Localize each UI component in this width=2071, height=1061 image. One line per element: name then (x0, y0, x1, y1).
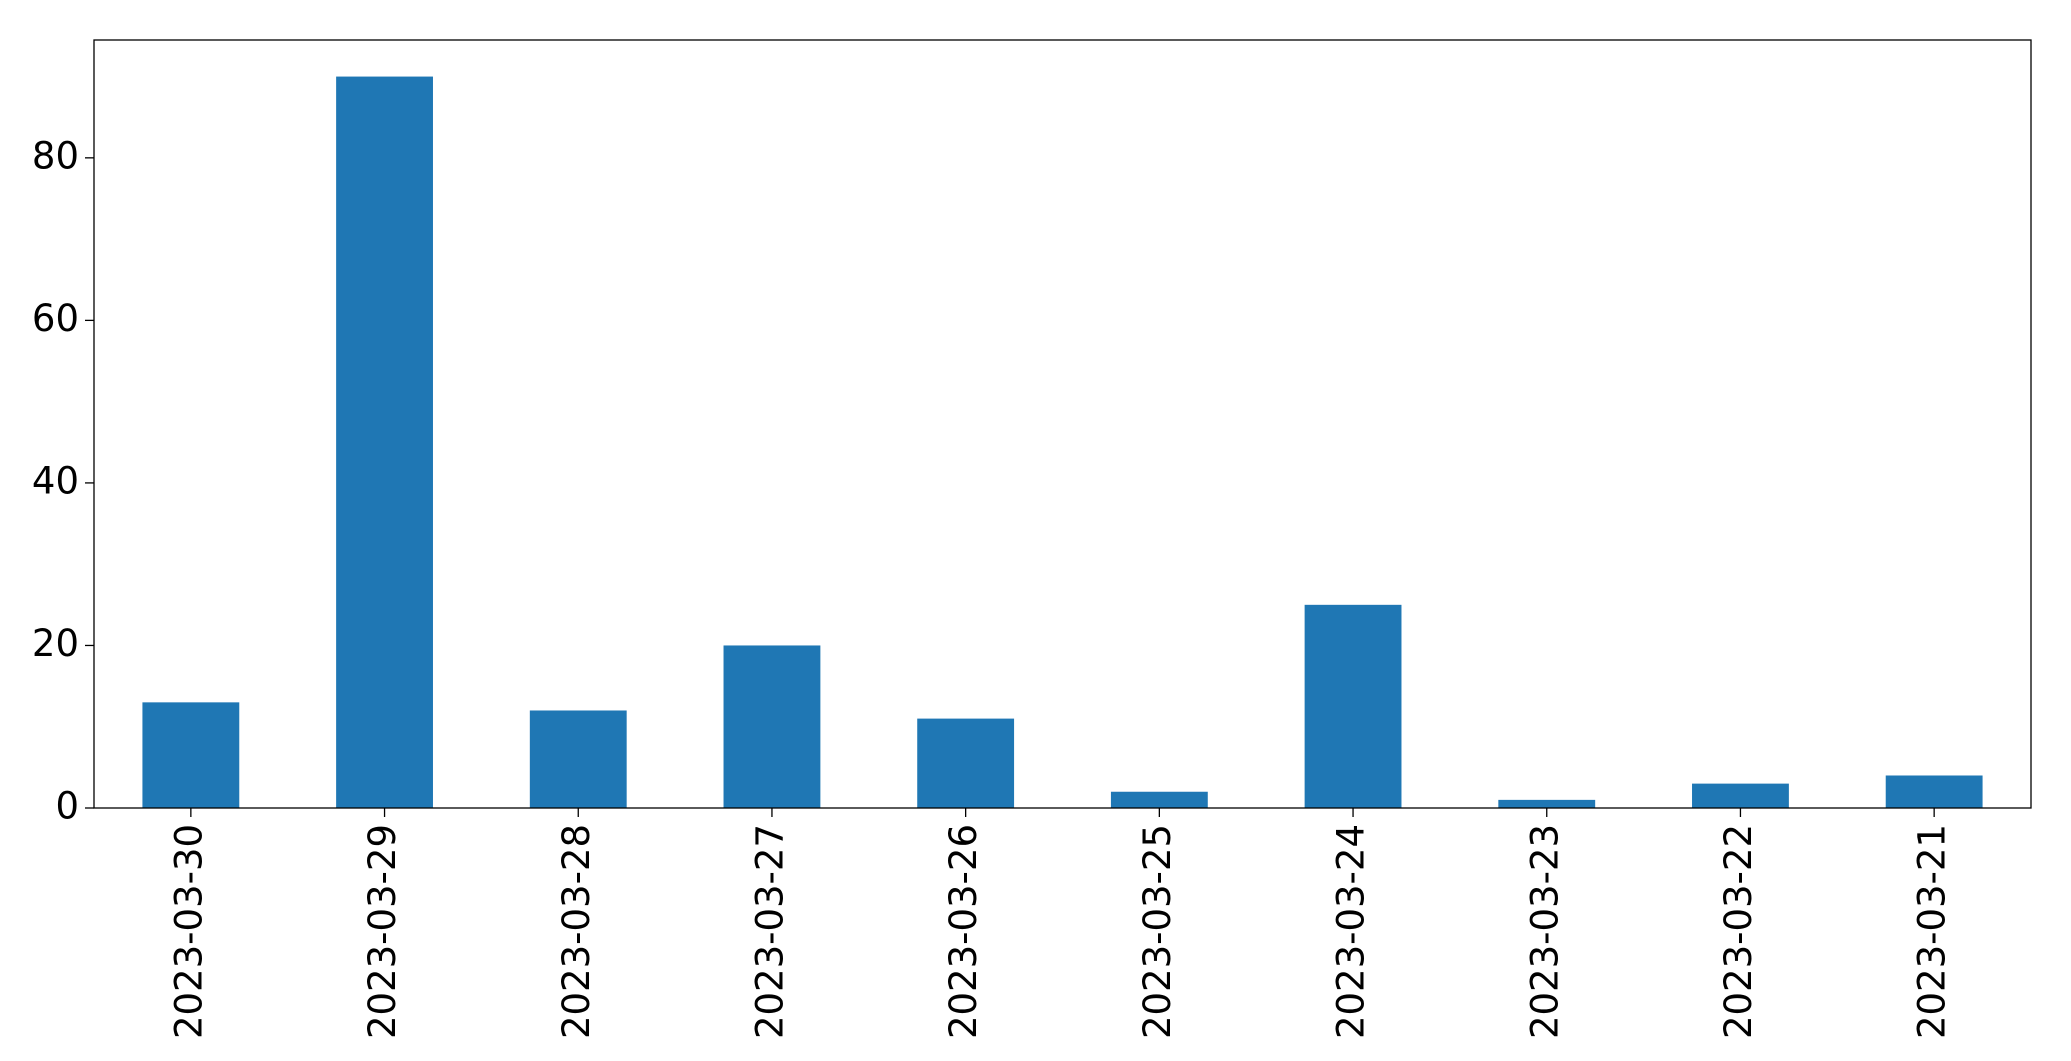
y-tick-label: 40 (32, 459, 79, 502)
bar (723, 645, 821, 808)
bar (917, 718, 1015, 808)
bar (1692, 783, 1789, 808)
bar (1110, 791, 1208, 808)
y-tick-label: 0 (55, 785, 79, 828)
plot-frame (93, 39, 2032, 809)
x-tick-label: 2023-03-30 (167, 824, 210, 1039)
x-tick-label: 2023-03-21 (1911, 824, 1954, 1039)
x-tick-label: 2023-03-23 (1523, 824, 1566, 1039)
x-tick-label: 2023-03-24 (1330, 824, 1373, 1039)
bar (1304, 604, 1402, 808)
bar (142, 702, 240, 808)
bar (1498, 799, 1596, 808)
x-tick-label: 2023-03-27 (748, 824, 791, 1039)
x-tick-label: 2023-03-22 (1717, 824, 1760, 1039)
y-tick-label: 60 (32, 297, 79, 340)
x-tick-label: 2023-03-26 (942, 824, 985, 1039)
y-tick-label: 80 (32, 134, 79, 177)
x-tick-label: 2023-03-25 (1136, 824, 1179, 1039)
y-tick-label: 20 (32, 622, 79, 665)
x-tick-label: 2023-03-29 (361, 824, 404, 1039)
bar (529, 710, 627, 808)
bar (336, 76, 433, 809)
bar (1885, 775, 1983, 808)
x-tick-label: 2023-03-28 (555, 824, 598, 1039)
